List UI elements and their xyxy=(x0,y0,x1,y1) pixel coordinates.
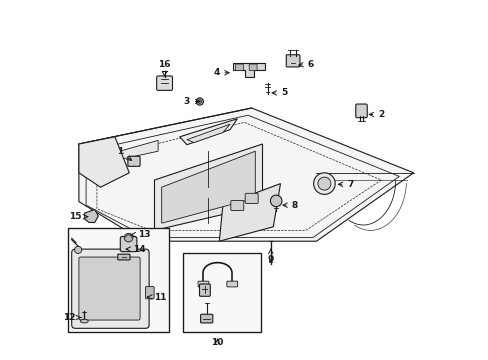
Text: 4: 4 xyxy=(213,68,229,77)
Polygon shape xyxy=(186,124,230,143)
FancyBboxPatch shape xyxy=(226,281,237,287)
Text: 8: 8 xyxy=(283,201,297,210)
Polygon shape xyxy=(154,144,262,230)
Circle shape xyxy=(317,177,330,190)
Bar xyxy=(68,228,168,332)
Polygon shape xyxy=(79,137,129,187)
Text: 6: 6 xyxy=(298,60,314,69)
Polygon shape xyxy=(101,140,158,164)
FancyBboxPatch shape xyxy=(127,156,140,166)
FancyBboxPatch shape xyxy=(118,254,130,260)
Bar xyxy=(183,253,260,332)
FancyBboxPatch shape xyxy=(235,64,243,71)
Polygon shape xyxy=(162,151,255,223)
Text: 15: 15 xyxy=(69,212,87,221)
Circle shape xyxy=(198,100,201,103)
FancyBboxPatch shape xyxy=(230,201,244,211)
Circle shape xyxy=(75,246,81,253)
Polygon shape xyxy=(84,210,98,222)
FancyBboxPatch shape xyxy=(285,55,299,67)
Text: 1: 1 xyxy=(117,148,131,161)
FancyBboxPatch shape xyxy=(249,64,257,71)
Text: 16: 16 xyxy=(158,60,170,76)
Text: 11: 11 xyxy=(147,292,166,302)
Polygon shape xyxy=(179,119,237,145)
FancyBboxPatch shape xyxy=(200,314,212,323)
Circle shape xyxy=(313,173,335,194)
Text: 14: 14 xyxy=(126,245,145,253)
Text: 3: 3 xyxy=(183,97,200,106)
Text: 10: 10 xyxy=(211,338,223,347)
Polygon shape xyxy=(232,63,264,77)
Text: 5: 5 xyxy=(271,88,286,97)
FancyBboxPatch shape xyxy=(198,281,208,287)
Polygon shape xyxy=(219,184,280,241)
FancyBboxPatch shape xyxy=(199,284,210,296)
FancyBboxPatch shape xyxy=(156,76,172,90)
FancyBboxPatch shape xyxy=(120,237,137,252)
Text: 12: 12 xyxy=(62,313,81,322)
Text: 9: 9 xyxy=(267,249,273,264)
Ellipse shape xyxy=(80,319,88,323)
Circle shape xyxy=(196,98,203,105)
Polygon shape xyxy=(79,108,413,241)
Text: 7: 7 xyxy=(338,180,353,189)
Circle shape xyxy=(270,195,282,207)
Circle shape xyxy=(124,233,133,242)
Text: 2: 2 xyxy=(368,110,384,119)
FancyBboxPatch shape xyxy=(79,257,140,320)
FancyBboxPatch shape xyxy=(72,249,149,328)
Text: 13: 13 xyxy=(131,230,150,239)
FancyBboxPatch shape xyxy=(244,193,258,203)
FancyBboxPatch shape xyxy=(355,104,366,118)
FancyBboxPatch shape xyxy=(145,287,154,299)
